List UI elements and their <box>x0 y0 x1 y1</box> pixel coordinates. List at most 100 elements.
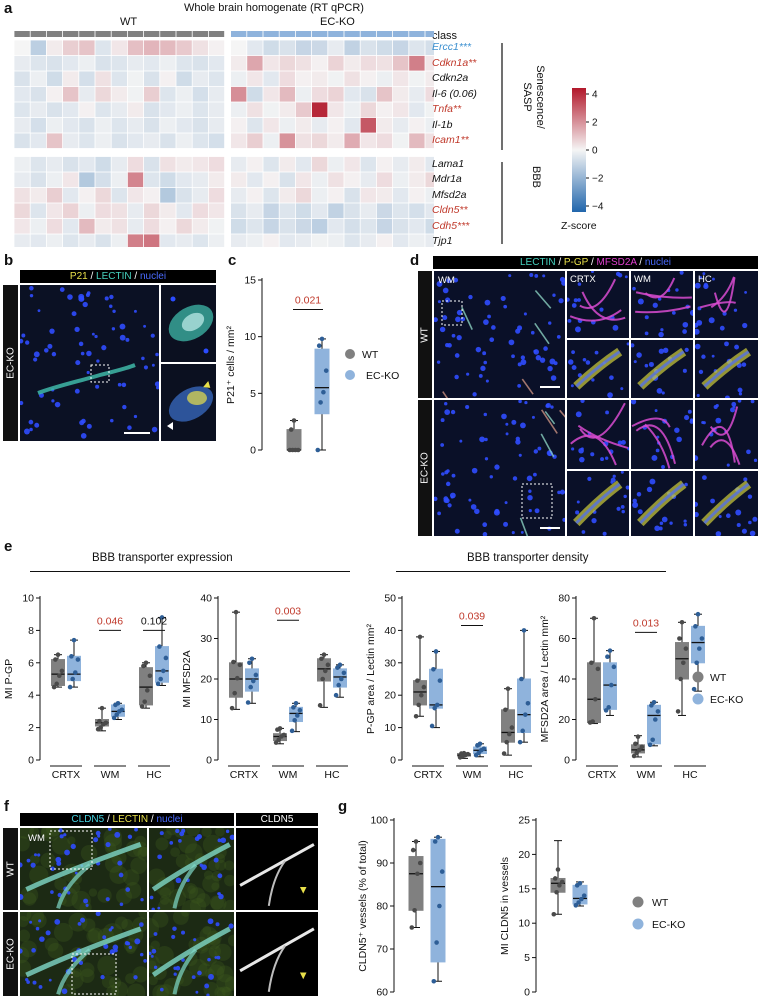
data-point <box>155 681 161 687</box>
lectin-background-signal <box>203 870 214 880</box>
nucleus-dot <box>533 472 537 477</box>
nucleus-dot <box>20 400 24 406</box>
nucleus-dot <box>217 892 221 896</box>
data-point <box>421 684 427 690</box>
y-tick-label: 4 <box>28 690 34 702</box>
heatmap-cell <box>247 187 263 203</box>
nucleus-dot <box>726 463 730 467</box>
nucleus-dot <box>580 400 585 404</box>
lectin-background-signal <box>80 968 95 983</box>
nucleus-dot <box>156 386 159 390</box>
heatmap-cell <box>393 86 409 102</box>
heatmap-cell <box>14 86 30 102</box>
class-bar-cell <box>344 31 360 37</box>
data-point <box>253 672 259 678</box>
nucleus-dot <box>529 273 534 278</box>
nucleus-dot <box>78 341 84 347</box>
nucleus-dot <box>520 355 526 360</box>
nucleus-dot <box>612 474 616 478</box>
nucleus-dot <box>75 360 81 366</box>
data-point <box>432 705 437 711</box>
nucleus-dot <box>213 857 219 863</box>
nucleus-dot <box>178 839 182 843</box>
lectin-background-signal <box>68 912 88 932</box>
nucleus-dot <box>524 400 528 405</box>
lectin-background-signal <box>88 927 104 943</box>
image-background <box>631 400 693 469</box>
heatmap-cell <box>160 172 176 188</box>
p-value-label: 0.013 <box>633 617 659 629</box>
nucleus-dot <box>117 860 123 866</box>
heatmap-cell <box>160 203 176 219</box>
heatmap-cell <box>393 156 409 172</box>
heatmap-cell <box>279 117 295 133</box>
lectin-background-signal <box>202 875 220 893</box>
heatmap-cell <box>295 187 312 203</box>
image-background <box>236 828 318 910</box>
lectin-background-signal <box>186 828 201 837</box>
y-tick-label: 2 <box>28 722 34 734</box>
nucleus-dot <box>439 326 446 333</box>
lectin-background-signal <box>40 852 56 869</box>
lectin-background-signal <box>163 830 172 840</box>
nucleus-dot <box>518 400 522 404</box>
data-point <box>295 447 301 453</box>
nucleus-dot <box>95 384 100 389</box>
heatmap-cell <box>247 40 263 56</box>
nucleus-dot <box>644 315 649 320</box>
data-point <box>276 737 281 743</box>
nucleus-dot <box>217 873 223 879</box>
lectin-background-signal <box>159 895 170 905</box>
nucleus-dot <box>96 359 100 363</box>
heatmap-cell <box>376 117 393 133</box>
heatmap-cell <box>344 133 360 149</box>
heatmap-cell <box>409 172 425 188</box>
heatmap-cell <box>160 117 176 133</box>
heatmap-cell <box>247 55 263 71</box>
lectin-background-signal <box>65 970 84 990</box>
y-tick-label: 6 <box>28 657 34 669</box>
group-brackets <box>501 43 503 244</box>
nucleus-dot <box>51 399 55 403</box>
nucleus-dot <box>748 520 752 525</box>
data-point <box>647 742 653 748</box>
nucleus-dot <box>474 508 480 515</box>
nucleus-dot <box>134 938 141 945</box>
nucleus-dot <box>197 970 202 976</box>
heatmap-cell <box>409 234 425 247</box>
data-point <box>293 701 299 706</box>
nucleus-dot <box>591 517 597 524</box>
heatmap-cell <box>409 218 425 234</box>
data-point <box>431 978 437 984</box>
lectin-background-signal <box>156 984 175 996</box>
data-point <box>437 678 443 683</box>
data-point <box>429 723 435 729</box>
nucleus-dot <box>741 362 747 367</box>
nucleus-dot <box>195 990 199 994</box>
data-point <box>590 719 595 724</box>
heatmap-cell <box>63 203 79 219</box>
zoom-region-box <box>49 830 93 870</box>
heatmap-cell <box>312 86 328 102</box>
heatmap-cell <box>111 203 127 219</box>
nucleus-dot <box>621 509 625 514</box>
gene-label: Tnfa** <box>432 103 462 115</box>
heatmap-cell <box>344 234 360 247</box>
lectin-background-signal <box>149 975 158 986</box>
nucleus-dot <box>154 381 159 387</box>
nucleus-dot <box>520 531 524 534</box>
data-point <box>75 657 81 662</box>
vessel-shape <box>172 863 198 909</box>
panel-f-zoom-ecko-svg <box>149 912 234 996</box>
heatmap-cell <box>208 40 225 56</box>
panel-d-zoom-tile-svg <box>631 400 693 469</box>
heatmap-cell <box>263 86 279 102</box>
y-tick-label: 80 <box>558 593 570 605</box>
heatmap-cell <box>393 218 409 234</box>
nucleus-dot <box>523 312 527 316</box>
vessel-shape <box>534 322 550 345</box>
data-point <box>699 636 705 641</box>
nucleus-dot <box>734 344 740 350</box>
data-point <box>325 662 331 668</box>
nucleus-dot <box>29 920 33 924</box>
